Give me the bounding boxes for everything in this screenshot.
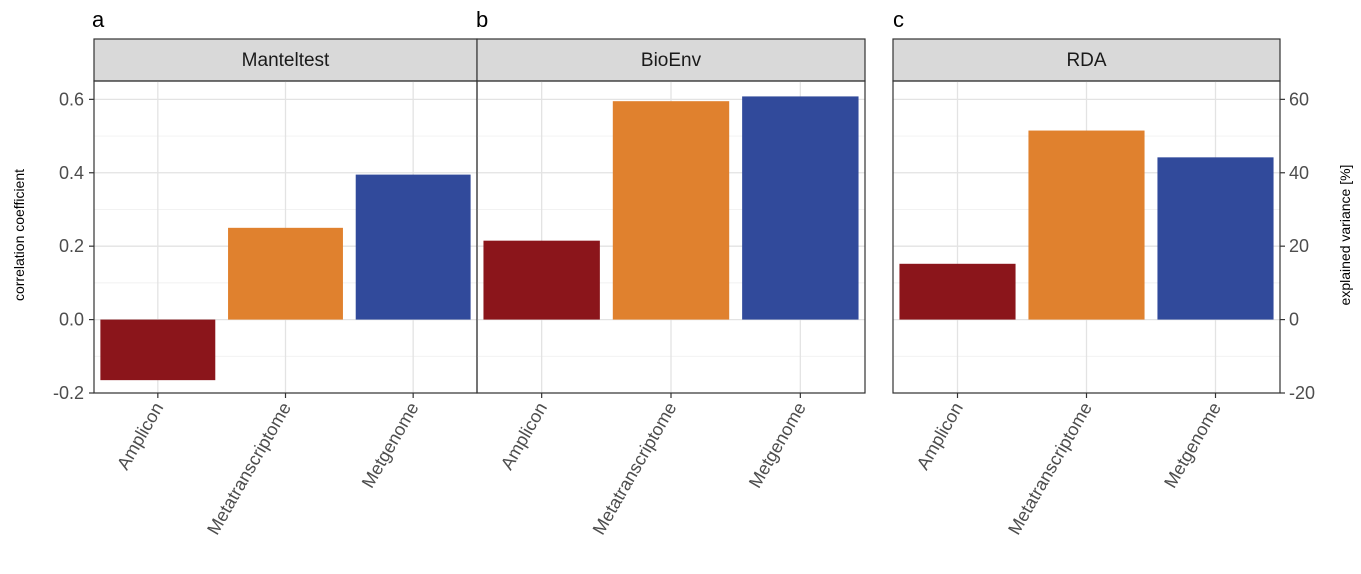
bar-metatranscriptome bbox=[228, 227, 343, 320]
strip-manteltest bbox=[93, 38, 478, 82]
x-tick-label-amplicon: Amplicon bbox=[497, 399, 551, 473]
x-tick-label-metatranscriptome: Metatranscriptome bbox=[589, 399, 681, 538]
left-y-axis-title: correlation coefficient bbox=[11, 169, 27, 301]
y-tick-label-left: 0.2 bbox=[59, 236, 84, 256]
strip-title-manteltest: Manteltest bbox=[242, 50, 330, 71]
bar-amplicon bbox=[899, 263, 1016, 320]
x-tick-label-metatranscriptome: Metatranscriptome bbox=[1004, 399, 1096, 538]
strip-bioenv bbox=[476, 38, 866, 82]
bar-metgenome bbox=[1157, 157, 1274, 320]
strip-rda bbox=[892, 38, 1281, 82]
right-y-axis: -20 0 20 40 60 bbox=[1280, 89, 1315, 403]
bar-metgenome bbox=[742, 96, 859, 320]
panel-letter-b: b bbox=[476, 7, 488, 32]
bar-amplicon bbox=[100, 319, 216, 381]
bar-metatranscriptome bbox=[1028, 130, 1145, 320]
x-tick-label-amplicon: Amplicon bbox=[913, 399, 967, 473]
strip-title-rda: RDA bbox=[1066, 50, 1106, 71]
y-tick-label-right: 60 bbox=[1289, 89, 1309, 109]
y-tick-label-left: 0.4 bbox=[59, 163, 84, 183]
y-tick-label-left: 0.6 bbox=[59, 89, 84, 109]
y-tick-label-right: -20 bbox=[1289, 383, 1315, 403]
bar-metatranscriptome bbox=[612, 101, 730, 320]
panel-rda: Amplicon Metatranscriptome Metgenome bbox=[892, 80, 1281, 538]
panel-manteltest: Amplicon Metatranscriptome Metgenome bbox=[93, 80, 478, 538]
y-tick-label-left: -0.2 bbox=[53, 383, 84, 403]
x-tick-label-metatranscriptome: Metatranscriptome bbox=[203, 399, 295, 538]
x-tick-label-amplicon: Amplicon bbox=[113, 399, 167, 473]
bar-metgenome bbox=[355, 174, 471, 320]
panel-letter-c: c bbox=[893, 7, 904, 32]
x-tick-label-metgenome: Metgenome bbox=[358, 399, 423, 491]
y-tick-label-right: 20 bbox=[1289, 236, 1309, 256]
y-tick-label-left: 0.0 bbox=[59, 310, 84, 330]
y-tick-label-right: 0 bbox=[1289, 310, 1299, 330]
x-tick-label-metgenome: Metgenome bbox=[1160, 399, 1225, 491]
panel-letter-a: a bbox=[92, 7, 105, 32]
panel-bioenv: Amplicon Metatranscriptome Metgenome bbox=[476, 80, 866, 538]
bar-amplicon bbox=[483, 240, 600, 320]
left-y-axis: -0.2 0.0 0.2 0.4 0.6 bbox=[53, 89, 94, 403]
y-tick-label-right: 40 bbox=[1289, 163, 1309, 183]
strip-title-bioenv: BioEnv bbox=[641, 50, 702, 71]
x-tick-label-metgenome: Metgenome bbox=[745, 399, 810, 491]
right-y-axis-title: explained variance [%] bbox=[1337, 165, 1353, 306]
